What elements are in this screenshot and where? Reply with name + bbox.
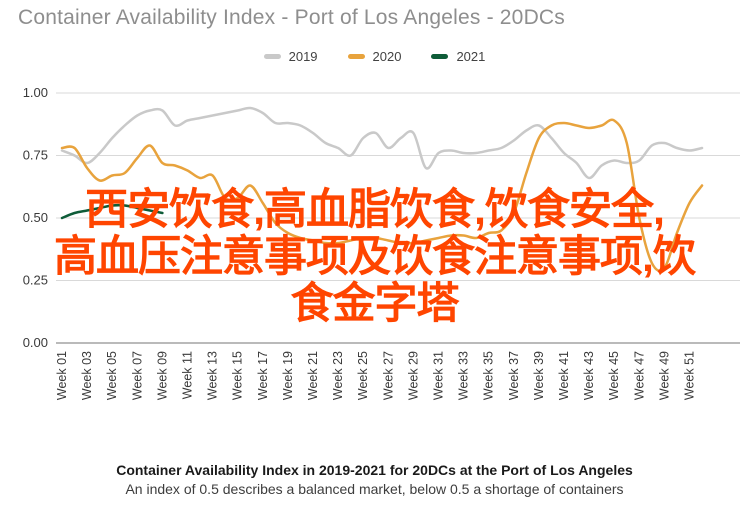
x-tick-label: Week 37: [507, 351, 521, 400]
x-tick-label: Week 39: [532, 351, 546, 400]
x-tick-label: Week 19: [281, 351, 295, 400]
footer-subtitle: An index of 0.5 describes a balanced mar…: [125, 481, 624, 497]
y-tick-label: 1.00: [23, 85, 48, 100]
legend-item-2019: 2019: [263, 49, 318, 64]
legend-label-2021: 2021: [456, 49, 486, 64]
x-tick-label: Week 13: [206, 351, 220, 400]
x-tick-label: Week 35: [482, 351, 496, 400]
x-tick-label: Week 51: [683, 351, 697, 400]
legend-label-2020: 2020: [372, 49, 402, 64]
overlay-line-1: 西安饮食,高血脂饮食,饮食安全,: [85, 186, 665, 234]
x-tick-label: Week 23: [331, 351, 345, 400]
x-tick-label: Week 45: [607, 351, 621, 400]
x-tick-label: Week 17: [256, 351, 270, 400]
series-line-2019: [60, 106, 704, 180]
x-tick-label: Week 07: [130, 351, 144, 400]
chart-title: Container Availability Index - Port of L…: [18, 6, 565, 29]
x-tick-label: Week 29: [406, 351, 420, 400]
legend-item-2020: 2020: [347, 49, 402, 64]
x-tick-label: Week 31: [432, 351, 446, 400]
line-chart-canvas: 1.00 0.75 0.50 0.25 0.00 Week 01 Week 03 Week 0…: [23, 85, 740, 400]
overlay-text-block: 西安饮食,高血脂饮食,饮食安全, 高血压注意事项及饮食注意事项,饮 食金字塔: [0, 187, 749, 328]
y-tick-label: 0.50: [23, 210, 48, 225]
legend-swatch-2020: [347, 54, 365, 59]
x-tick-label: Week 47: [632, 351, 646, 400]
legend-item-2021: 2021: [431, 49, 485, 64]
x-tick-label: Week 25: [356, 351, 370, 400]
x-tick-label: Week 41: [557, 351, 571, 400]
x-tick-label: Week 11: [181, 351, 195, 399]
x-tick-label: Week 03: [80, 351, 94, 400]
overlay-line-3: 食金字塔: [290, 280, 460, 328]
footer-title: Container Availability Index in 2019-202…: [116, 462, 633, 478]
legend-label-2019: 2019: [288, 49, 318, 64]
x-tick-label: Week 33: [457, 351, 471, 400]
y-tick-label: 0.00: [23, 335, 48, 350]
chart-legend: 2019 2020 2021: [0, 49, 749, 64]
y-tick-label: 0.75: [23, 148, 48, 163]
legend-swatch-2019: [263, 54, 281, 59]
x-tick-label: Week 43: [582, 351, 596, 400]
x-tick-label: Week 01: [55, 351, 69, 400]
series-line-2020: [60, 118, 704, 273]
series-line-2021: [60, 203, 164, 220]
x-tick-label: Week 21: [306, 351, 320, 400]
legend-swatch-2021: [431, 54, 449, 59]
overlay-line-2: 高血压注意事项及饮食注意事项,饮: [54, 233, 696, 281]
y-tick-label: 0.25: [23, 273, 48, 288]
chart-footer: Container Availability Index in 2019-202…: [0, 462, 749, 497]
x-tick-label: Week 09: [155, 351, 169, 400]
x-tick-label: Week 05: [105, 351, 119, 400]
x-tick-label: Week 27: [381, 351, 395, 400]
x-tick-label: Week 49: [657, 351, 671, 400]
x-tick-label: Week 15: [231, 351, 245, 400]
